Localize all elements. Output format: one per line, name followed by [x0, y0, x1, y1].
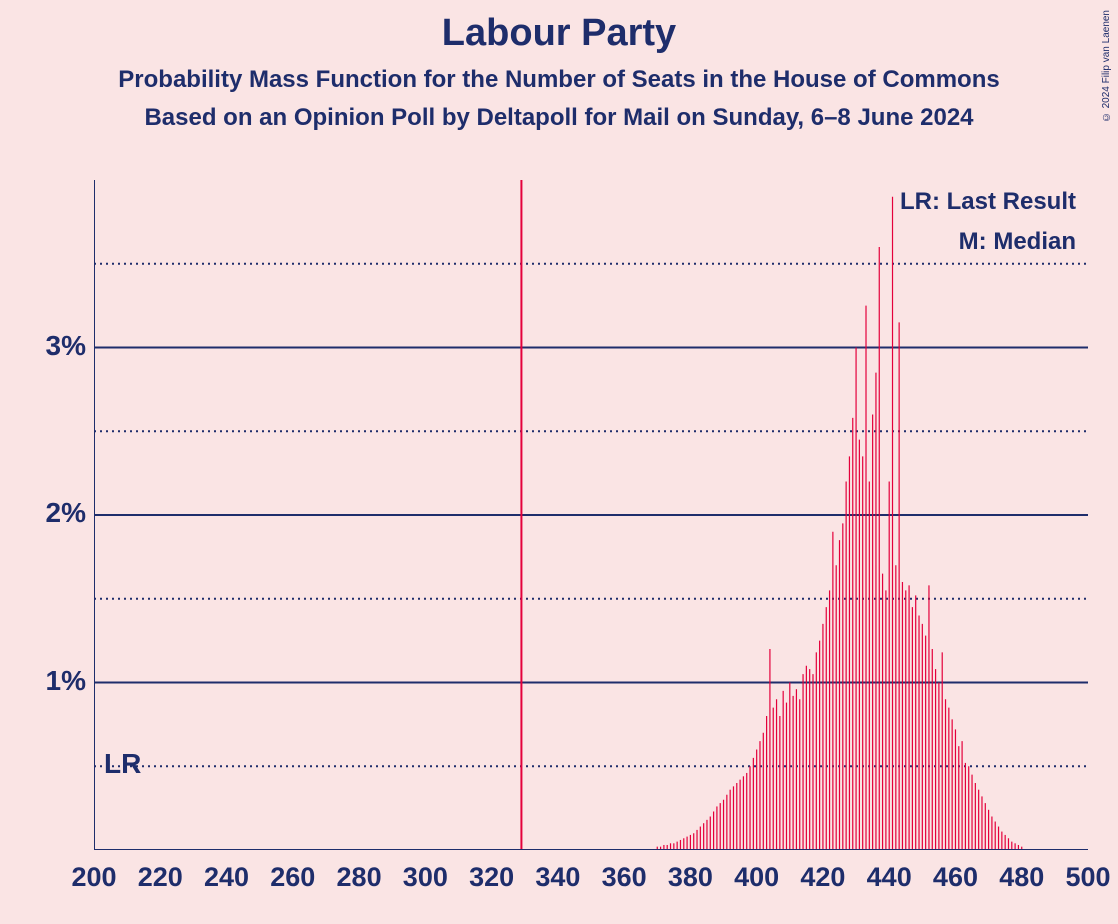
lr-axis-label: LR [104, 748, 141, 780]
x-axis-label: 220 [138, 862, 183, 893]
chart-title: Labour Party [0, 12, 1118, 55]
x-axis-label: 280 [337, 862, 382, 893]
x-axis-label: 480 [999, 862, 1044, 893]
x-axis-label: 420 [800, 862, 845, 893]
x-axis-label: 360 [602, 862, 647, 893]
x-axis-label: 240 [204, 862, 249, 893]
x-axis-label: 260 [270, 862, 315, 893]
y-axis-label: 1% [6, 665, 86, 697]
x-axis-label: 500 [1065, 862, 1110, 893]
x-axis-label: 340 [535, 862, 580, 893]
copyright-text: © 2024 Filip van Laenen [1101, 10, 1112, 122]
x-axis-label: 300 [403, 862, 448, 893]
x-axis-label: 380 [668, 862, 713, 893]
chart-subtitle-1: Probability Mass Function for the Number… [0, 66, 1118, 94]
plot-area [94, 180, 1088, 850]
x-axis-label: 440 [867, 862, 912, 893]
x-axis-label: 320 [469, 862, 514, 893]
y-axis-label: 2% [6, 497, 86, 529]
x-axis-label: 400 [734, 862, 779, 893]
x-axis-label: 460 [933, 862, 978, 893]
y-axis-label: 3% [6, 330, 86, 362]
chart-subtitle-2: Based on an Opinion Poll by Deltapoll fo… [0, 104, 1118, 132]
x-axis-label: 200 [71, 862, 116, 893]
chart-container: Labour Party Probability Mass Function f… [0, 0, 1118, 924]
